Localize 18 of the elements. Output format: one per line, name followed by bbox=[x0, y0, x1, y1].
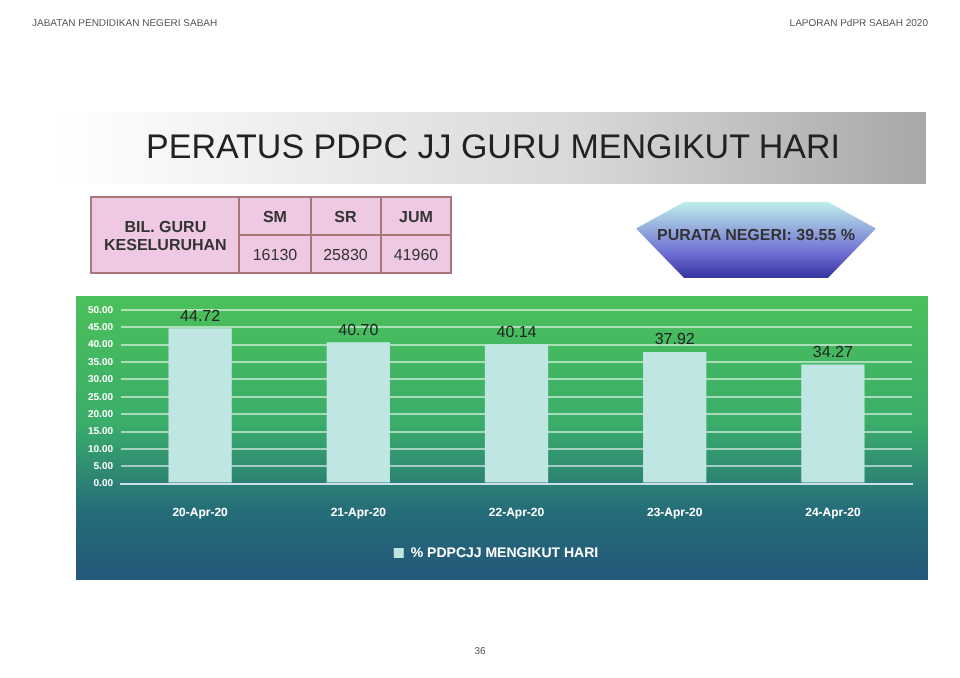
bar bbox=[801, 364, 865, 483]
text: 25830 bbox=[310, 235, 381, 273]
bar bbox=[326, 342, 390, 483]
text: 41960 bbox=[380, 235, 452, 273]
data-label: 34.27 bbox=[812, 343, 855, 362]
data-label: 44.72 bbox=[180, 306, 222, 325]
data-label: 37.92 bbox=[654, 330, 696, 349]
chart-title: PERATUS PDPC JJ GURU MENGIKUT HARI bbox=[60, 112, 926, 184]
octagon-badge: PURATA NEGERI: 39.55 % bbox=[636, 202, 876, 278]
bar bbox=[168, 328, 232, 483]
text: BIL. GURU KESELURUHAN bbox=[91, 197, 240, 273]
text: SM bbox=[239, 197, 311, 235]
text: SR bbox=[310, 197, 381, 235]
bar bbox=[484, 344, 549, 483]
data-label: 40.14 bbox=[496, 322, 538, 341]
bar bbox=[643, 351, 707, 483]
text: 16130 bbox=[239, 235, 311, 273]
text: JUM bbox=[380, 197, 452, 235]
